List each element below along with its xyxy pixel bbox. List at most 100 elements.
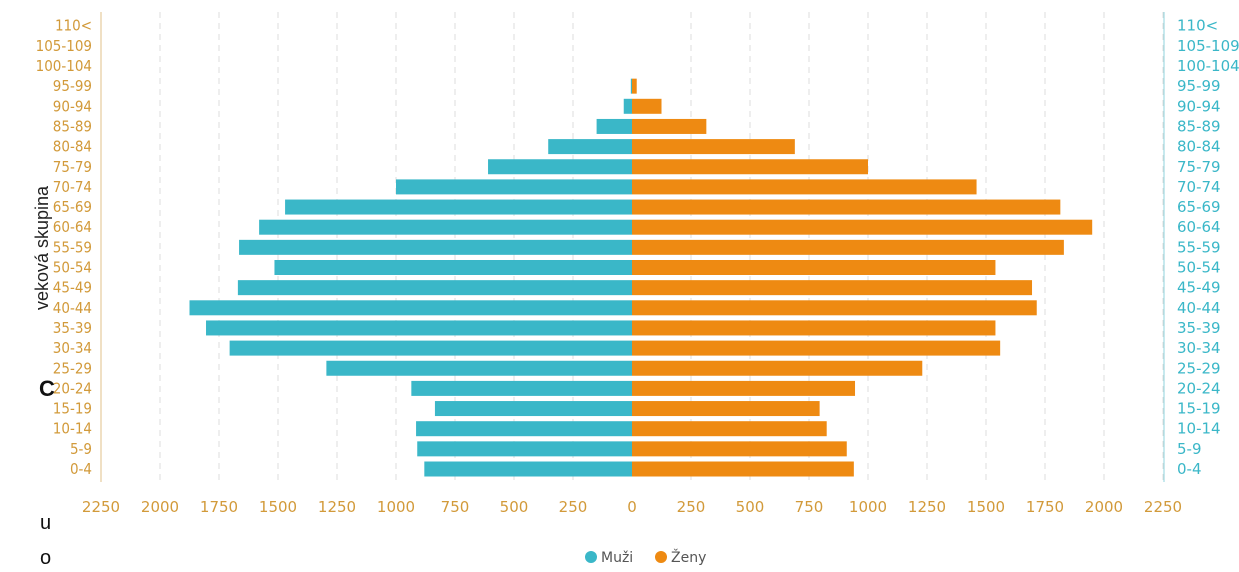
bars — [189, 78, 1093, 477]
legend: Muži Ženy — [585, 548, 706, 566]
bar-muzi-25-29 — [326, 360, 632, 376]
x-tick-label: 1250 — [908, 498, 946, 516]
x-tick-label: 750 — [441, 498, 470, 516]
legend-label-muzi: Muži — [601, 550, 633, 566]
age-label-left: 40-44 — [53, 299, 92, 317]
age-label-right: 50-54 — [1177, 259, 1221, 277]
bar-muzi-65-69 — [285, 199, 632, 215]
bar-muzi-35-39 — [206, 320, 632, 336]
x-tick-label: 1250 — [318, 498, 356, 516]
bar-zeny-50-54 — [632, 260, 996, 275]
legend-marker-zeny — [655, 551, 667, 563]
bar-zeny-20-24 — [632, 380, 856, 396]
bar-zeny-5-9 — [632, 441, 847, 457]
x-tick-label: 1750 — [200, 498, 238, 516]
age-label-right: 60-64 — [1177, 218, 1221, 236]
x-tick-label: 1000 — [377, 498, 415, 516]
age-label-right: 40-44 — [1177, 299, 1221, 317]
age-label-left: 45-49 — [53, 279, 92, 297]
age-label-right: 105-109 — [1177, 37, 1239, 55]
age-label-left: 50-54 — [53, 259, 92, 277]
age-label-right: 100-104 — [1177, 57, 1239, 75]
bar-muzi-85-89 — [596, 118, 632, 134]
bar-muzi-20-24 — [411, 380, 632, 396]
bar-zeny-85-89 — [632, 118, 707, 134]
x-tick-label: 250 — [677, 498, 706, 516]
age-label-left: 85-89 — [53, 117, 92, 135]
bar-zeny-35-39 — [632, 320, 996, 336]
x-tick-label: 2250 — [82, 498, 120, 516]
y-axis-title: veková skupina — [32, 185, 52, 310]
age-label-right: 55-59 — [1177, 238, 1221, 256]
bar-zeny-55-59 — [632, 239, 1064, 255]
side-letter-3: o — [40, 547, 52, 569]
age-label-left: 110< — [55, 17, 92, 35]
age-label-left: 65-69 — [53, 198, 92, 216]
bar-zeny-40-44 — [632, 300, 1037, 316]
axes — [100, 12, 1165, 482]
bar-muzi-0-4 — [424, 461, 632, 477]
age-label-right: 95-99 — [1177, 77, 1221, 95]
x-tick-label: 500 — [736, 498, 765, 516]
age-label-left: 10-14 — [53, 420, 92, 438]
x-tick-label: 1750 — [1026, 498, 1064, 516]
age-labels-left: 0-4 5-9 10-14 15-19 20-24 25-29 30-34 35-39 40-4… — [36, 17, 92, 478]
age-label-left: 30-34 — [53, 339, 92, 357]
x-tick-label: 0 — [627, 498, 637, 516]
x-tick-labels: 2250 2000 1750 1500 1250 1000 750 500 250 0 250 500… — [82, 498, 1182, 516]
x-tick-label: 500 — [500, 498, 529, 516]
bar-muzi-90-94 — [623, 98, 632, 114]
age-label-right: 75-79 — [1177, 158, 1221, 176]
x-tick-label: 2000 — [141, 498, 179, 516]
x-tick-label: 250 — [559, 498, 588, 516]
age-label-left: 0-4 — [70, 460, 92, 478]
bar-muzi-50-54 — [274, 260, 632, 275]
bar-zeny-70-74 — [632, 179, 977, 195]
x-tick-label: 2250 — [1144, 498, 1182, 516]
age-label-left: 55-59 — [53, 238, 92, 256]
age-label-left: 90-94 — [53, 97, 92, 115]
side-letter-1: C — [39, 376, 55, 401]
age-label-right: 0-4 — [1177, 460, 1202, 478]
age-label-left: 20-24 — [53, 379, 92, 397]
x-tick-label: 1500 — [259, 498, 297, 516]
bar-muzi-5-9 — [417, 441, 632, 457]
age-label-left: 70-74 — [53, 178, 92, 196]
bar-zeny-80-84 — [632, 139, 795, 155]
age-label-left: 75-79 — [53, 158, 92, 176]
age-label-left: 105-109 — [36, 37, 92, 55]
bar-zeny-10-14 — [632, 421, 827, 437]
age-label-right: 20-24 — [1177, 379, 1221, 397]
age-label-left: 60-64 — [53, 218, 92, 236]
bar-zeny-60-64 — [632, 219, 1093, 235]
bar-zeny-95-99 — [632, 78, 637, 94]
x-tick-label: 1500 — [967, 498, 1005, 516]
age-label-right: 80-84 — [1177, 138, 1221, 156]
age-label-left: 15-19 — [53, 400, 92, 418]
age-label-right: 5-9 — [1177, 440, 1202, 458]
age-label-left: 100-104 — [36, 57, 92, 75]
bar-zeny-65-69 — [632, 199, 1061, 215]
age-label-left: 95-99 — [53, 77, 92, 95]
age-label-right: 110< — [1177, 17, 1218, 35]
side-letter-2: u — [40, 512, 52, 534]
age-label-right: 25-29 — [1177, 359, 1221, 377]
age-label-right: 10-14 — [1177, 420, 1221, 438]
bar-zeny-45-49 — [632, 280, 1033, 296]
age-label-right: 45-49 — [1177, 279, 1221, 297]
bar-muzi-95-99 — [630, 78, 632, 94]
age-label-right: 85-89 — [1177, 117, 1221, 135]
bar-muzi-15-19 — [434, 401, 632, 417]
bar-muzi-10-14 — [416, 421, 632, 437]
age-label-left: 80-84 — [53, 138, 92, 156]
x-tick-label: 750 — [795, 498, 824, 516]
bar-muzi-75-79 — [488, 159, 632, 175]
bar-muzi-40-44 — [189, 300, 632, 316]
bar-muzi-70-74 — [396, 179, 632, 195]
age-label-left: 5-9 — [70, 440, 92, 458]
legend-marker-muzi — [585, 551, 597, 563]
bar-muzi-55-59 — [239, 239, 632, 255]
age-label-left: 35-39 — [53, 319, 92, 337]
bar-muzi-80-84 — [548, 139, 632, 155]
age-labels-right: 0-4 5-9 10-14 15-19 20-24 25-29 30-34 35-39 40-4… — [1177, 17, 1239, 478]
